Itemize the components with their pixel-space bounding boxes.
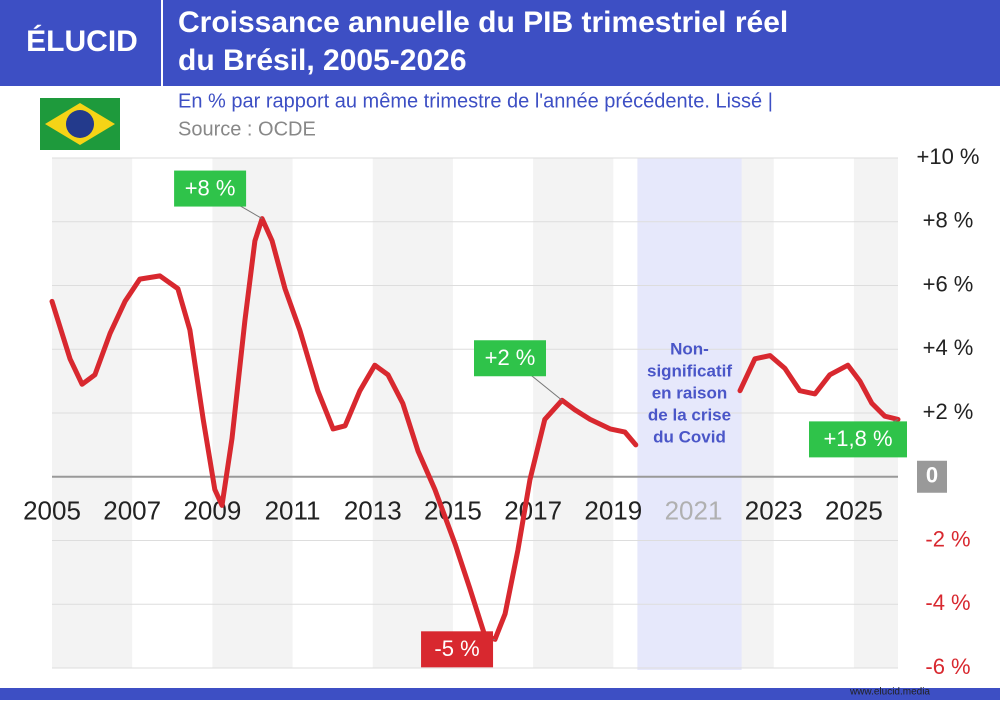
- x-tick-label: 2017: [504, 496, 562, 526]
- annotation-label: +2 %: [485, 345, 536, 370]
- y-tick-label: -2 %: [925, 526, 970, 551]
- covid-note: de la crise: [648, 405, 731, 424]
- covid-band: [637, 158, 742, 670]
- title-line: Croissance annuelle du PIB trimestriel r…: [178, 6, 788, 39]
- x-tick-label: 2005: [23, 496, 81, 526]
- annotation-box: [809, 421, 907, 458]
- covid-note: du Covid: [653, 427, 726, 446]
- x-tick-label: 2015: [424, 496, 482, 526]
- y-tick-label: +4 %: [923, 335, 974, 360]
- logo: ÉLUCID: [26, 24, 138, 58]
- y-tick-label: 0: [926, 463, 938, 488]
- flag: [40, 98, 120, 150]
- annotation-label: +1,8 %: [823, 426, 892, 451]
- annotation-box: [421, 631, 494, 668]
- x-tick-label: 2025: [825, 496, 883, 526]
- x-tick-label: 2007: [103, 496, 161, 526]
- source: Source : OCDE: [178, 118, 316, 140]
- zero-label-box: [917, 460, 947, 493]
- y-tick-label: +6 %: [923, 271, 974, 296]
- x-tick-label: 2011: [265, 496, 321, 526]
- x-tick-label: 2023: [745, 496, 803, 526]
- data-line: [49, 216, 901, 642]
- y-tick-label: +10 %: [917, 144, 980, 169]
- plot: +10 % +8 % +6 % +4 % +2 % 0 -2 % -4 % -6 % 2005 20…: [23, 144, 979, 679]
- annotation-label: +8 %: [185, 175, 236, 200]
- y-tick-label: -4 %: [925, 590, 970, 615]
- x-tick-label: 2019: [584, 496, 642, 526]
- header-band: [0, 0, 1000, 86]
- annotation-box: [174, 170, 247, 207]
- y-tick-label: +8 %: [923, 208, 974, 233]
- x-tick-label: 2021: [665, 496, 723, 526]
- covid-note: en raison: [652, 383, 728, 402]
- title-line: du Brésil, 2005-2026: [178, 44, 467, 77]
- y-tick-label: -6 %: [925, 654, 970, 679]
- annotation-label: -5 %: [434, 636, 479, 661]
- annotation-box: [474, 340, 547, 377]
- x-tick-label: 2009: [183, 496, 241, 526]
- covid-note: significatif: [647, 361, 732, 380]
- subtitle: En % par rapport au même trimestre de l'…: [178, 90, 773, 112]
- y-tick-label: +2 %: [923, 399, 974, 424]
- footer-url: www.elucid.media: [849, 687, 930, 698]
- footer-band: [0, 688, 1000, 700]
- x-tick-label: 2013: [344, 496, 402, 526]
- covid-note: Non-: [670, 339, 709, 358]
